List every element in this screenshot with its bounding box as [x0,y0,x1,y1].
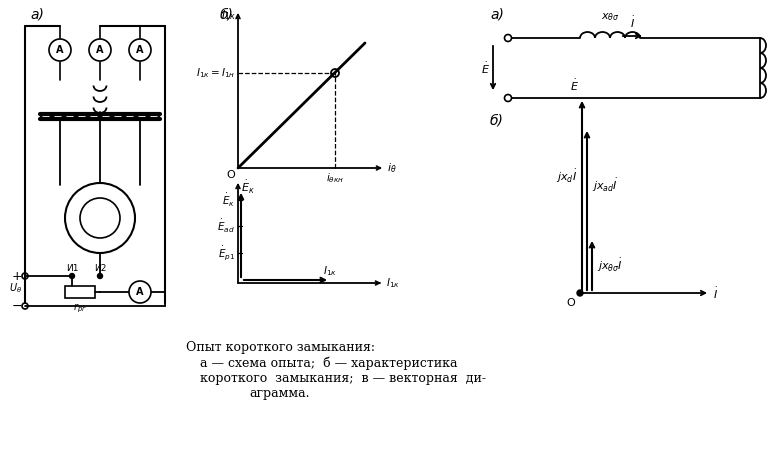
Text: б): б) [220,8,234,22]
Circle shape [70,273,74,278]
Text: $jx_{\theta\sigma}\dot{I}$: $jx_{\theta\sigma}\dot{I}$ [597,257,623,274]
Text: $I_{1к}=I_{1н}$: $I_{1к}=I_{1н}$ [196,66,235,80]
Text: $\dot{E}$: $\dot{E}$ [481,60,490,76]
Text: И1: И1 [66,264,78,273]
Circle shape [89,39,111,61]
Text: A: A [136,45,144,55]
Text: а): а) [30,8,44,22]
Text: $r_{р г}$: $r_{р г}$ [73,302,87,316]
Text: $jx_d\dot{I}$: $jx_d\dot{I}$ [556,167,577,185]
Text: $i_\theta$: $i_\theta$ [387,161,397,175]
Text: а — схема опыта;  б — характеристика: а — схема опыта; б — характеристика [200,356,458,370]
Circle shape [49,39,71,61]
Text: $i_{\theta к н}$: $i_{\theta к н}$ [326,171,344,185]
Circle shape [577,290,583,296]
Text: $I_{1к}$: $I_{1к}$ [221,8,236,22]
Text: И2: И2 [94,264,106,273]
Text: $jx_{ad}\dot{I}$: $jx_{ad}\dot{I}$ [592,177,618,194]
Text: $\dot{I}$: $\dot{I}$ [629,15,635,30]
Text: б): б) [490,113,504,127]
Text: $\dot{I}$: $\dot{I}$ [713,285,718,300]
Text: $I_{1к}$: $I_{1к}$ [386,276,400,290]
Text: O: O [567,298,575,308]
Text: $I_{1к}$: $I_{1к}$ [323,264,337,278]
Text: а): а) [490,8,504,22]
Circle shape [97,273,103,278]
Text: $U_\theta$: $U_\theta$ [9,281,22,295]
Text: аграмма.: аграмма. [250,387,310,400]
Text: A: A [56,45,63,55]
Text: $\dot{E}$: $\dot{E}$ [570,78,579,93]
Text: O: O [226,170,235,180]
Text: $\dot{E}_к$: $\dot{E}_к$ [222,191,235,208]
Text: A: A [97,45,104,55]
Text: +: + [12,269,22,283]
Text: короткого  замыкания;  в — векторная  ди-: короткого замыкания; в — векторная ди- [200,372,486,385]
Text: $\dot{E}_{p1}$: $\dot{E}_{p1}$ [218,244,235,262]
Text: Опыт короткого замыкания:: Опыт короткого замыкания: [186,341,374,354]
Circle shape [129,281,151,303]
Text: $\dot{E}_к$: $\dot{E}_к$ [241,179,255,196]
Bar [65,286,95,298]
Circle shape [80,198,120,238]
Text: $x_{\theta\sigma}$: $x_{\theta\sigma}$ [601,11,619,23]
Circle shape [129,39,151,61]
Text: −: − [12,300,22,312]
Text: $\dot{E}_{ad}$: $\dot{E}_{ad}$ [217,218,235,234]
Text: A: A [136,287,144,297]
